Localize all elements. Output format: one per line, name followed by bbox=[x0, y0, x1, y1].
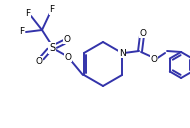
Text: N: N bbox=[119, 49, 125, 57]
Text: O: O bbox=[139, 29, 146, 38]
Text: O: O bbox=[150, 55, 158, 63]
Text: O: O bbox=[63, 35, 70, 44]
Text: F: F bbox=[49, 6, 55, 14]
Text: O: O bbox=[36, 56, 43, 66]
Text: F: F bbox=[19, 28, 25, 36]
Text: O: O bbox=[64, 52, 71, 61]
Text: S: S bbox=[49, 43, 55, 53]
Text: F: F bbox=[25, 8, 31, 18]
